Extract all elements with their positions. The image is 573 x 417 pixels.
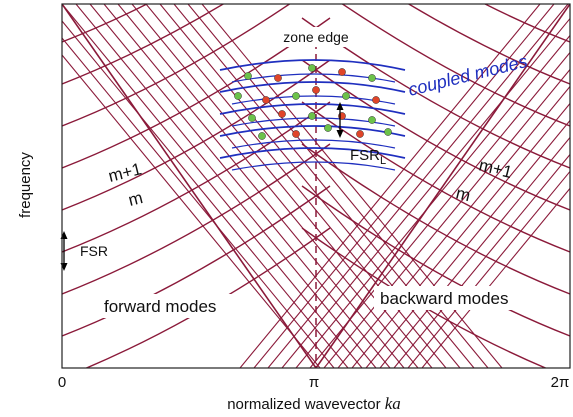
green-node	[384, 128, 392, 136]
backward-mode-curve	[301, 227, 548, 368]
forward-modes-label-bg	[96, 294, 248, 318]
x-axis-label-main: normalized wavevector	[227, 396, 385, 413]
backward-modes-label-bg	[374, 286, 546, 310]
fsr-l-arrow	[336, 102, 344, 138]
backward-mode-line	[315, 4, 570, 368]
green-node	[234, 92, 242, 100]
tick-pi: π	[309, 374, 319, 391]
green-node	[308, 64, 316, 72]
fsr-label: FSR	[80, 243, 108, 259]
falling-mode-line	[62, 4, 363, 368]
backward-mode-curve	[341, 4, 570, 127]
red-node	[278, 110, 286, 118]
coupled-mode-bands	[219, 59, 406, 171]
green-node	[248, 114, 256, 122]
forward-modes-label: forward modes	[104, 297, 216, 316]
rising-mode-line	[393, 153, 570, 368]
coupled-modes-label: coupled modes	[406, 51, 529, 100]
green-node	[292, 92, 300, 100]
x-axis-label-var: ka	[385, 394, 401, 413]
coupled-band-curve	[231, 73, 396, 83]
green-node	[244, 72, 252, 80]
rising-mode-line	[253, 4, 555, 368]
forward-mode-curve	[62, 59, 331, 211]
green-node	[342, 92, 350, 100]
red-node	[274, 74, 282, 82]
forward-mode-curve	[62, 4, 149, 43]
backward-mode-curve	[301, 185, 570, 337]
falling-mode-line	[89, 4, 391, 368]
m-plus-1-left-label: m+1	[106, 159, 143, 186]
backward-mode-curve	[301, 59, 570, 211]
dispersion-curves	[62, 4, 570, 368]
tick-0: 0	[58, 374, 66, 391]
backward-mode-curve	[301, 143, 570, 295]
y-axis-label: frequency	[17, 152, 34, 218]
rising-mode-line	[295, 34, 570, 368]
zone-edge-label-bg	[270, 27, 360, 47]
forward-mode-line	[62, 4, 317, 368]
coupled-band-curve	[231, 139, 396, 149]
green-node	[258, 132, 266, 140]
x-axis-label: normalized wavevector ka	[227, 394, 401, 413]
rising-mode-line	[309, 51, 570, 368]
coupled-band-curve	[231, 161, 396, 171]
coupled-band-curve	[219, 103, 406, 115]
coupled-band-curve	[219, 81, 406, 93]
forward-mode-curve	[62, 185, 331, 337]
red-node	[372, 96, 380, 104]
coupled-band-curve	[219, 59, 406, 71]
green-node	[308, 112, 316, 120]
falling-mode-line	[103, 4, 405, 368]
coupled-band-curve	[219, 125, 406, 137]
m-plus-1-right-label: m+1	[477, 155, 514, 182]
tick-2pi: 2π	[551, 374, 570, 391]
green-node	[368, 116, 376, 124]
red-node	[338, 68, 346, 76]
plot-frame	[61, 3, 571, 369]
coupled-band-curve	[231, 95, 396, 105]
red-node	[262, 96, 270, 104]
falling-mode-line	[75, 4, 377, 368]
red-node	[292, 130, 300, 138]
m-right-label: m	[454, 183, 472, 205]
forward-mode-curve	[62, 143, 331, 295]
backward-mode-curve	[483, 4, 570, 43]
red-node	[356, 130, 364, 138]
backward-mode-curve	[407, 4, 570, 85]
green-node	[368, 74, 376, 82]
coupled-band-curve	[219, 147, 406, 159]
backward-modes-label: backward modes	[380, 289, 509, 308]
red-node	[312, 86, 320, 94]
forward-mode-curve	[62, 4, 291, 127]
green-node	[324, 124, 332, 132]
rising-mode-line	[267, 4, 569, 368]
m-left-label: m	[126, 188, 144, 210]
falling-mode-line	[62, 37, 335, 368]
zone-edge-label: zone edge	[283, 29, 349, 45]
fsr-l-subscript: L	[380, 155, 386, 167]
falling-mode-line	[62, 54, 321, 368]
fsr-l-main: FSR	[350, 147, 380, 164]
forward-mode-curve	[62, 4, 225, 85]
fsr-l-label: FSRL	[350, 147, 386, 167]
rising-mode-line	[239, 4, 541, 368]
